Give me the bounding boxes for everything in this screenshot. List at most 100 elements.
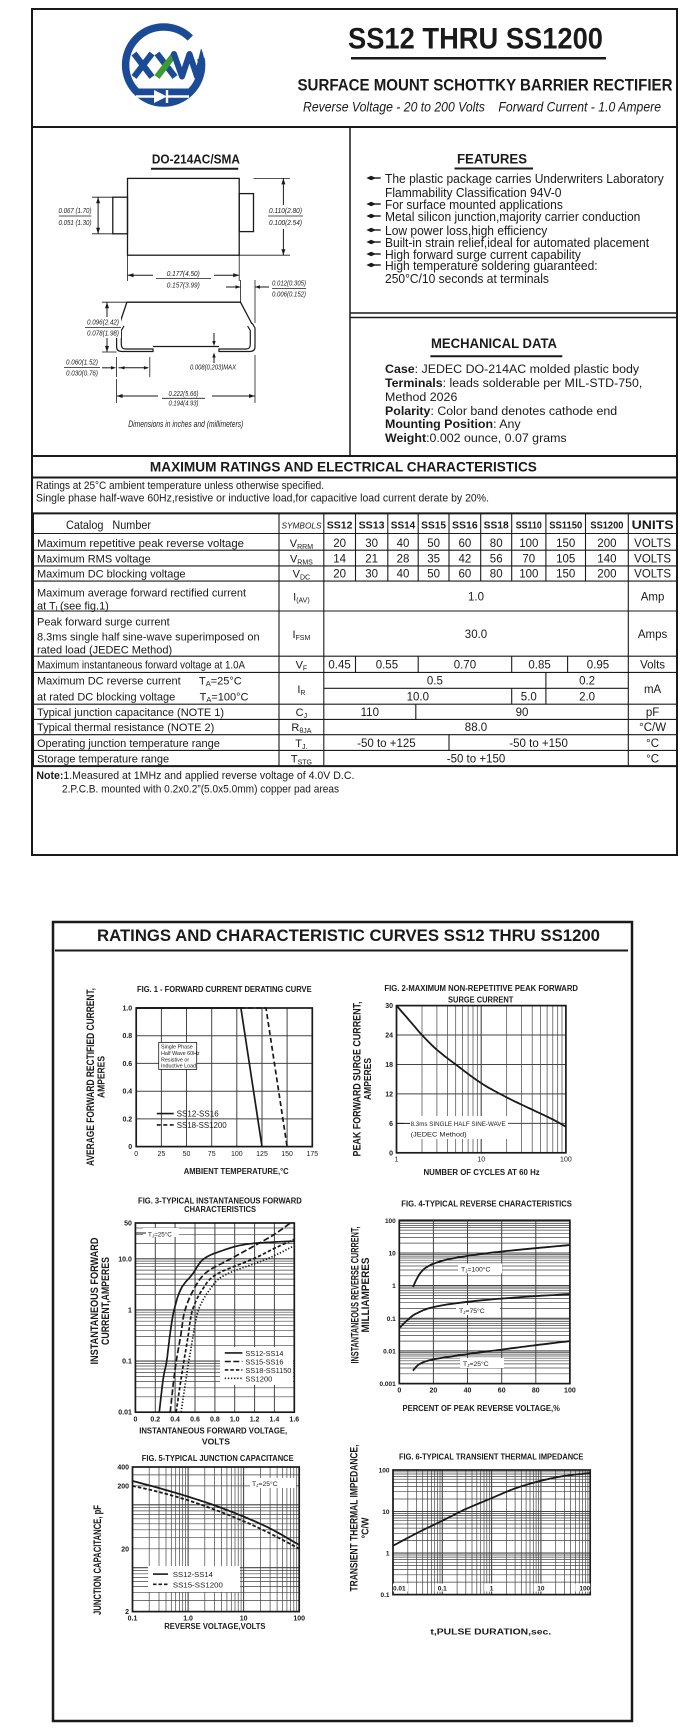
svg-text:12: 12 <box>385 1091 393 1098</box>
svg-text:25: 25 <box>158 1151 166 1158</box>
svg-text:VRRM: VRRM <box>290 538 313 551</box>
svg-text:SS12-SS14: SS12-SS14 <box>173 1570 213 1579</box>
svg-text:30.0: 30.0 <box>465 629 487 641</box>
svg-text:40: 40 <box>397 569 410 581</box>
svg-text:INSTANTANEOUS FORWARD: INSTANTANEOUS FORWARD <box>89 1237 101 1364</box>
svg-text:-50 to +150: -50 to +150 <box>509 738 568 750</box>
svg-text:0.01: 0.01 <box>383 1348 396 1355</box>
svg-text:0.4: 0.4 <box>122 1089 132 1096</box>
svg-text:°C/W: °C/W <box>361 1517 372 1539</box>
svg-text:TJ=100°C: TJ=100°C <box>461 1266 491 1274</box>
svg-text:SS15-SS1200: SS15-SS1200 <box>173 1580 223 1589</box>
svg-text:1.2: 1.2 <box>250 1417 260 1424</box>
svg-text:FIG. 4-TYPICAL REVERSE CHARACT: FIG. 4-TYPICAL REVERSE CHARACTERISTICS <box>401 1200 572 1209</box>
svg-text:105: 105 <box>556 554 575 566</box>
svg-text:Amps: Amps <box>638 629 668 641</box>
svg-text:110: 110 <box>361 707 379 719</box>
svg-text:150: 150 <box>281 1151 293 1158</box>
svg-text:Storage temperature range: Storage temperature range <box>37 754 169 766</box>
svg-text:TJ=75°C: TJ=75°C <box>459 1307 485 1315</box>
svg-text:8.3ms SINGLE HALF SINE-WAVE: 8.3ms SINGLE HALF SINE-WAVE <box>411 1121 507 1128</box>
svg-text:0.2: 0.2 <box>122 1116 132 1123</box>
svg-text:5.0: 5.0 <box>521 692 537 704</box>
svg-text:100: 100 <box>385 1218 396 1225</box>
svg-text:100: 100 <box>231 1151 243 1158</box>
svg-text:SS13: SS13 <box>359 521 385 532</box>
svg-text:Catalog Number: Catalog Number <box>66 520 151 532</box>
svg-text:30: 30 <box>365 538 378 550</box>
svg-text:0.001: 0.001 <box>380 1381 397 1388</box>
svg-text:100: 100 <box>519 538 538 550</box>
svg-text:1: 1 <box>392 1283 396 1290</box>
svg-text:Reverse Voltage - 20 to 200 Vo: Reverse Voltage - 20 to 200 Volts Forwar… <box>303 99 661 115</box>
svg-text:24: 24 <box>385 1033 393 1040</box>
svg-text:60: 60 <box>498 1388 506 1395</box>
svg-text:0.008(0.203)MAX: 0.008(0.203)MAX <box>190 365 236 372</box>
svg-text:AVERAGE FORWARD RECTIFIED CURR: AVERAGE FORWARD RECTIFIED CURRENT, <box>85 988 97 1166</box>
svg-text:1.0: 1.0 <box>230 1417 240 1424</box>
svg-text:-50 to +125: -50 to +125 <box>357 738 416 750</box>
svg-text:SURFACE MOUNT SCHOTTKY BARRIER: SURFACE MOUNT SCHOTTKY BARRIER RECTIFIER <box>298 76 673 95</box>
svg-text:-50 to +150: -50 to +150 <box>447 754 506 766</box>
svg-text:10: 10 <box>389 1251 397 1258</box>
svg-text:200: 200 <box>597 538 616 550</box>
svg-text:SS12 THRU SS1200: SS12 THRU SS1200 <box>348 23 603 56</box>
svg-text:FIG. 6-TYPICAL TRANSIENT THERM: FIG. 6-TYPICAL TRANSIENT THERMAL IMPEDAN… <box>399 1453 584 1462</box>
svg-text:0.01: 0.01 <box>118 1410 132 1417</box>
svg-text:0.1: 0.1 <box>438 1586 447 1593</box>
svg-text:Operating junction temperature: Operating junction temperature range <box>37 738 220 750</box>
svg-text:FEATURES: FEATURES <box>457 151 527 166</box>
svg-text:rated load (JEDEC Method): rated load (JEDEC Method) <box>37 645 172 657</box>
svg-text:IR: IR <box>297 684 305 697</box>
svg-text:I(AV): I(AV) <box>293 592 310 605</box>
svg-text:Volts: Volts <box>640 660 665 672</box>
svg-text:Maximum instantaneous forward: Maximum instantaneous forward voltage at… <box>37 660 246 672</box>
svg-text:TRANSIENT THERMAL IMPEDANCE,: TRANSIENT THERMAL IMPEDANCE, <box>349 1445 361 1592</box>
svg-text:0.078(1.98): 0.078(1.98) <box>87 331 119 338</box>
svg-text:RATINGS AND CHARACTERISTIC CUR: RATINGS AND CHARACTERISTIC CURVES SS12 T… <box>97 927 600 945</box>
svg-text:Peak forward surge current: Peak forward surge current <box>37 617 170 629</box>
svg-text:CJ: CJ <box>296 707 307 720</box>
svg-text:10: 10 <box>537 1586 545 1593</box>
svg-text:100: 100 <box>579 1586 590 1593</box>
svg-text:VOLTS: VOLTS <box>634 569 671 581</box>
svg-text:TJ=25°C: TJ=25°C <box>252 1480 278 1488</box>
svg-text:0.030(0.76): 0.030(0.76) <box>66 371 98 378</box>
svg-text:SS15: SS15 <box>421 521 446 532</box>
svg-text:1.0: 1.0 <box>183 1616 193 1623</box>
svg-text:VF: VF <box>296 660 308 673</box>
svg-text:1.0: 1.0 <box>468 592 484 604</box>
svg-text:AMPERES: AMPERES <box>363 1058 374 1100</box>
svg-text:SS18-SS1150: SS18-SS1150 <box>245 1366 291 1375</box>
svg-text:TSTG: TSTG <box>291 754 312 767</box>
svg-text:0.177(4.50): 0.177(4.50) <box>167 269 200 278</box>
svg-text:21: 21 <box>365 554 378 566</box>
svg-text:50: 50 <box>183 1151 191 1158</box>
svg-text:Maximum average forward rectif: Maximum average forward rectified curren… <box>37 588 246 600</box>
svg-text:MILLIAMPERES: MILLIAMPERES <box>360 1258 372 1333</box>
svg-text:20: 20 <box>121 1546 129 1553</box>
svg-text:80: 80 <box>490 569 503 581</box>
svg-text:18: 18 <box>385 1062 393 1069</box>
svg-text:INSTANTANEOUS FORWARD VOLTAGE,: INSTANTANEOUS FORWARD VOLTAGE, <box>139 1426 287 1436</box>
svg-text:10.0: 10.0 <box>407 692 429 704</box>
svg-text:140: 140 <box>597 554 616 566</box>
svg-text:28: 28 <box>397 554 410 566</box>
svg-text:0.100(2.54): 0.100(2.54) <box>269 218 302 227</box>
svg-text:30: 30 <box>385 1003 393 1010</box>
svg-text:200: 200 <box>597 569 616 581</box>
svg-text:SS14: SS14 <box>391 521 416 532</box>
svg-text:Half Wave 60Hz: Half Wave 60Hz <box>161 1051 200 1057</box>
svg-text:AMPERES: AMPERES <box>97 1056 108 1098</box>
svg-text:Typical junction capacitance (: Typical junction capacitance (NOTE 1) <box>37 707 224 719</box>
svg-text:Dimensions in inches and (mill: Dimensions in inches and (millimeters) <box>128 419 243 429</box>
svg-text:0.222(5.66): 0.222(5.66) <box>169 391 199 398</box>
svg-text:SS18-SS1200: SS18-SS1200 <box>177 1121 228 1130</box>
svg-text:SS12-SS16: SS12-SS16 <box>177 1110 220 1119</box>
svg-text:SS15-SS16: SS15-SS16 <box>245 1358 283 1367</box>
svg-text:pF: pF <box>646 707 659 719</box>
svg-text:Inductive Load: Inductive Load <box>161 1064 196 1070</box>
svg-text:Single Phase: Single Phase <box>161 1045 193 1051</box>
svg-text:AMBIENT TEMPERATURE,°C: AMBIENT TEMPERATURE,°C <box>184 1166 289 1176</box>
svg-text:1: 1 <box>395 1157 399 1164</box>
